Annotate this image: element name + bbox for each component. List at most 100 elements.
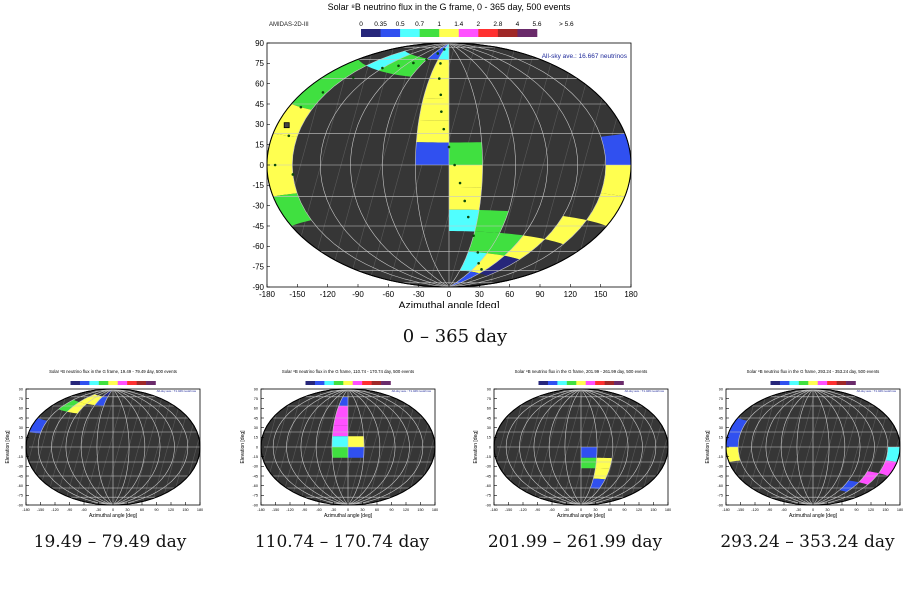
y-tick-label: 75 [19,397,23,401]
y-axis-label: Elevation [deg] [473,430,479,464]
track-dot [466,215,470,219]
heatmap-cell [418,98,449,121]
legend-swatch [127,381,137,385]
heatmap-cell [86,395,103,405]
y-tick-label: 90 [254,387,258,391]
x-tick-label: 150 [594,290,608,299]
y-tick-label: -60 [253,484,259,488]
legend-tick-label: 0 [359,21,363,28]
x-axis-label: Azimuthal angle [deg] [789,513,838,519]
y-tick-label: -45 [718,474,724,478]
y-tick-label: 75 [254,397,258,401]
legend-swatch [439,29,460,37]
chart-title: Solar ⁸B neutrino flux in the G frame, 1… [282,369,414,374]
legend-swatch [458,29,479,37]
y-tick-label: -90 [253,503,259,507]
sky-map-panel-3: Solar ⁸B neutrino flux in the G frame, 2… [473,368,678,520]
main-sky-map-panel: Solar ⁸B neutrino flux in the G frame, 0… [235,0,655,308]
x-tick-label: 0 [347,508,349,512]
y-axis-label: Elevation [deg] [235,130,236,200]
legend-swatch [779,381,790,385]
x-tick-label: -60 [549,508,555,512]
x-axis-label: Azimuthal angle [deg] [324,513,373,519]
heatmap-cell [858,471,879,485]
y-tick-label: 60 [719,407,723,411]
track-dot [442,127,446,131]
x-tick-label: 150 [882,508,888,512]
color-legend [538,381,624,385]
y-axis-label: Elevation [deg] [5,430,11,464]
x-tick-label: 60 [375,508,379,512]
x-tick-label: 0 [580,508,582,512]
x-tick-label: 60 [140,508,144,512]
x-tick-label: 180 [624,290,638,299]
heatmap-cell [586,193,625,226]
panel-2-caption: 110.74 – 170.74 day [254,532,430,552]
y-tick-label: -45 [252,222,264,231]
main-panel-caption: 0 – 365 day [402,326,508,347]
y-tick-label: 45 [254,416,258,420]
y-tick-label: 0 [21,445,23,449]
legend-swatch [371,381,382,385]
x-tick-label: 90 [536,290,545,299]
y-tick-label: -45 [18,474,24,478]
heatmap-cell [581,447,598,458]
heatmap-cell [595,457,612,469]
legend-swatch [614,381,624,385]
y-tick-label: 15 [255,140,264,149]
heatmap-cell [468,231,500,254]
background-pattern-line [434,389,435,505]
chart-title: Solar ⁸B neutrino flux in the G frame, 2… [515,369,648,374]
x-tick-label: -150 [737,508,745,512]
track-dot [397,64,400,68]
heatmap-cell [726,447,741,462]
track-dot [477,261,480,265]
legend-swatch [361,29,381,37]
heatmap-cell [67,402,87,414]
track-dot [291,173,295,176]
legend-swatch [595,381,605,385]
y-tick-label: -75 [253,494,259,498]
legend-swatch [89,381,100,385]
x-tick-label: 120 [403,508,409,512]
legend-swatch [343,381,354,385]
legend-swatch [324,381,335,385]
legend-swatch [808,381,819,385]
y-tick-label: -75 [486,494,492,498]
x-tick-label: 30 [825,508,829,512]
track-dot [439,93,443,97]
y-tick-label: -15 [253,455,259,459]
heatmap-cell [273,193,312,226]
x-tick-label: 150 [650,508,656,512]
heatmap-cell [291,59,367,110]
background-pattern-line [235,43,253,287]
legend-swatch [789,381,800,385]
legend-tick-label: 5.6 [532,21,541,28]
y-tick-label: -75 [252,262,264,271]
x-tick-label: -60 [81,508,87,512]
y-tick-label: 60 [487,407,491,411]
color-legend [70,381,156,385]
x-tick-label: 90 [622,508,626,512]
y-tick-label: -15 [718,455,724,459]
y-tick-label: 75 [255,59,264,68]
heatmap-cell [885,447,900,462]
y-tick-label: 60 [255,79,264,88]
track-dot [463,199,467,203]
heatmap-cell [878,460,897,476]
y-tick-label: 0 [256,445,258,449]
background-pattern-line [667,389,668,505]
sun-position-marker [283,122,290,129]
x-tick-label: -60 [781,508,787,512]
x-tick-label: -90 [67,508,73,512]
track-dot [287,134,291,138]
legend-swatch [79,381,90,385]
x-axis-label: Azimuthal angle [deg] [89,513,138,519]
y-tick-label: 15 [254,436,258,440]
legend-tick-label: 0.5 [396,21,405,28]
y-tick-label: 30 [255,120,264,129]
sky-average-note: All-sky ave.: 71.429 neutrinos [857,389,897,393]
track-dot [476,251,480,254]
legend-tick-label: 1.4 [454,21,463,28]
legend-swatch [146,381,156,385]
